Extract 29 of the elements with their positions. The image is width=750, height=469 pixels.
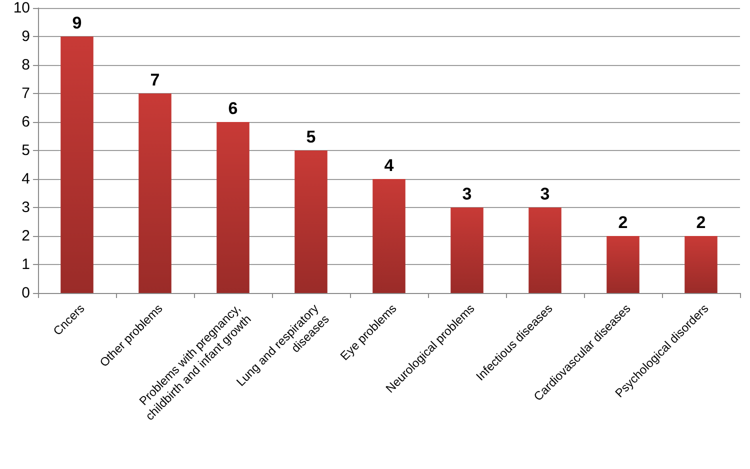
bar bbox=[684, 236, 718, 293]
bar bbox=[138, 94, 172, 293]
bar bbox=[216, 122, 250, 293]
bar bbox=[606, 236, 640, 293]
data-label: 5 bbox=[306, 128, 316, 146]
y-tick-label: 9 bbox=[22, 28, 30, 45]
y-tick-label: 0 bbox=[22, 284, 30, 302]
y-tick-label: 5 bbox=[22, 142, 30, 159]
y-tick-label: 1 bbox=[22, 256, 30, 273]
y-tick-label: 2 bbox=[22, 228, 30, 244]
bar bbox=[372, 179, 406, 293]
data-label: 2 bbox=[618, 213, 628, 232]
data-label: 4 bbox=[384, 156, 394, 175]
data-label: 7 bbox=[150, 70, 160, 90]
bar bbox=[60, 36, 94, 293]
data-label: 3 bbox=[462, 184, 472, 204]
y-tick-label: 10 bbox=[13, 0, 30, 16]
y-tick-label: 4 bbox=[22, 170, 30, 188]
y-tick-label: 8 bbox=[22, 56, 30, 74]
y-tick-label: 7 bbox=[22, 85, 30, 102]
bar bbox=[294, 150, 328, 293]
bar bbox=[528, 208, 562, 293]
y-tick-label: 3 bbox=[22, 199, 30, 216]
data-label: 9 bbox=[72, 14, 82, 32]
data-label: 2 bbox=[696, 213, 706, 232]
data-label: 6 bbox=[228, 99, 238, 118]
bar bbox=[450, 208, 484, 293]
y-tick-label: 6 bbox=[22, 114, 30, 130]
data-label: 3 bbox=[540, 184, 550, 204]
